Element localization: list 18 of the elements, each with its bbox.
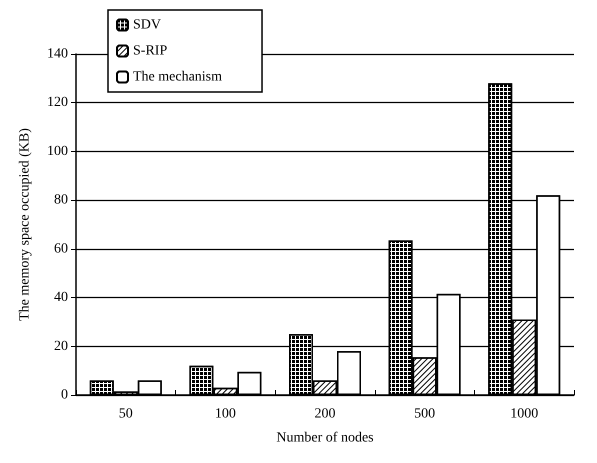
x-tick-label: 100 bbox=[214, 406, 236, 422]
y-tick-label: 60 bbox=[54, 241, 68, 256]
y-tick-label: 40 bbox=[54, 290, 68, 306]
y-tick-label: 0 bbox=[61, 388, 68, 402]
x-tick-label: 50 bbox=[118, 406, 133, 422]
y-tick-label: 120 bbox=[47, 95, 68, 110]
y-tick-label: 20 bbox=[54, 338, 68, 354]
x-tick-label: 200 bbox=[314, 406, 336, 422]
legend-label: SDV bbox=[133, 18, 162, 32]
x-tick-label: 1000 bbox=[510, 406, 538, 422]
y-axis-title: The memory space occupied (KB) bbox=[18, 128, 32, 321]
x-axis-title: Number of nodes bbox=[276, 430, 374, 446]
legend-label: The mechanism bbox=[133, 70, 222, 84]
x-tick-label: 500 bbox=[414, 406, 436, 422]
legend-label: S-RIP bbox=[133, 44, 168, 58]
y-tick-label: 100 bbox=[47, 144, 68, 159]
y-tick-label: 140 bbox=[47, 46, 68, 62]
y-tick-label: 80 bbox=[54, 192, 68, 208]
